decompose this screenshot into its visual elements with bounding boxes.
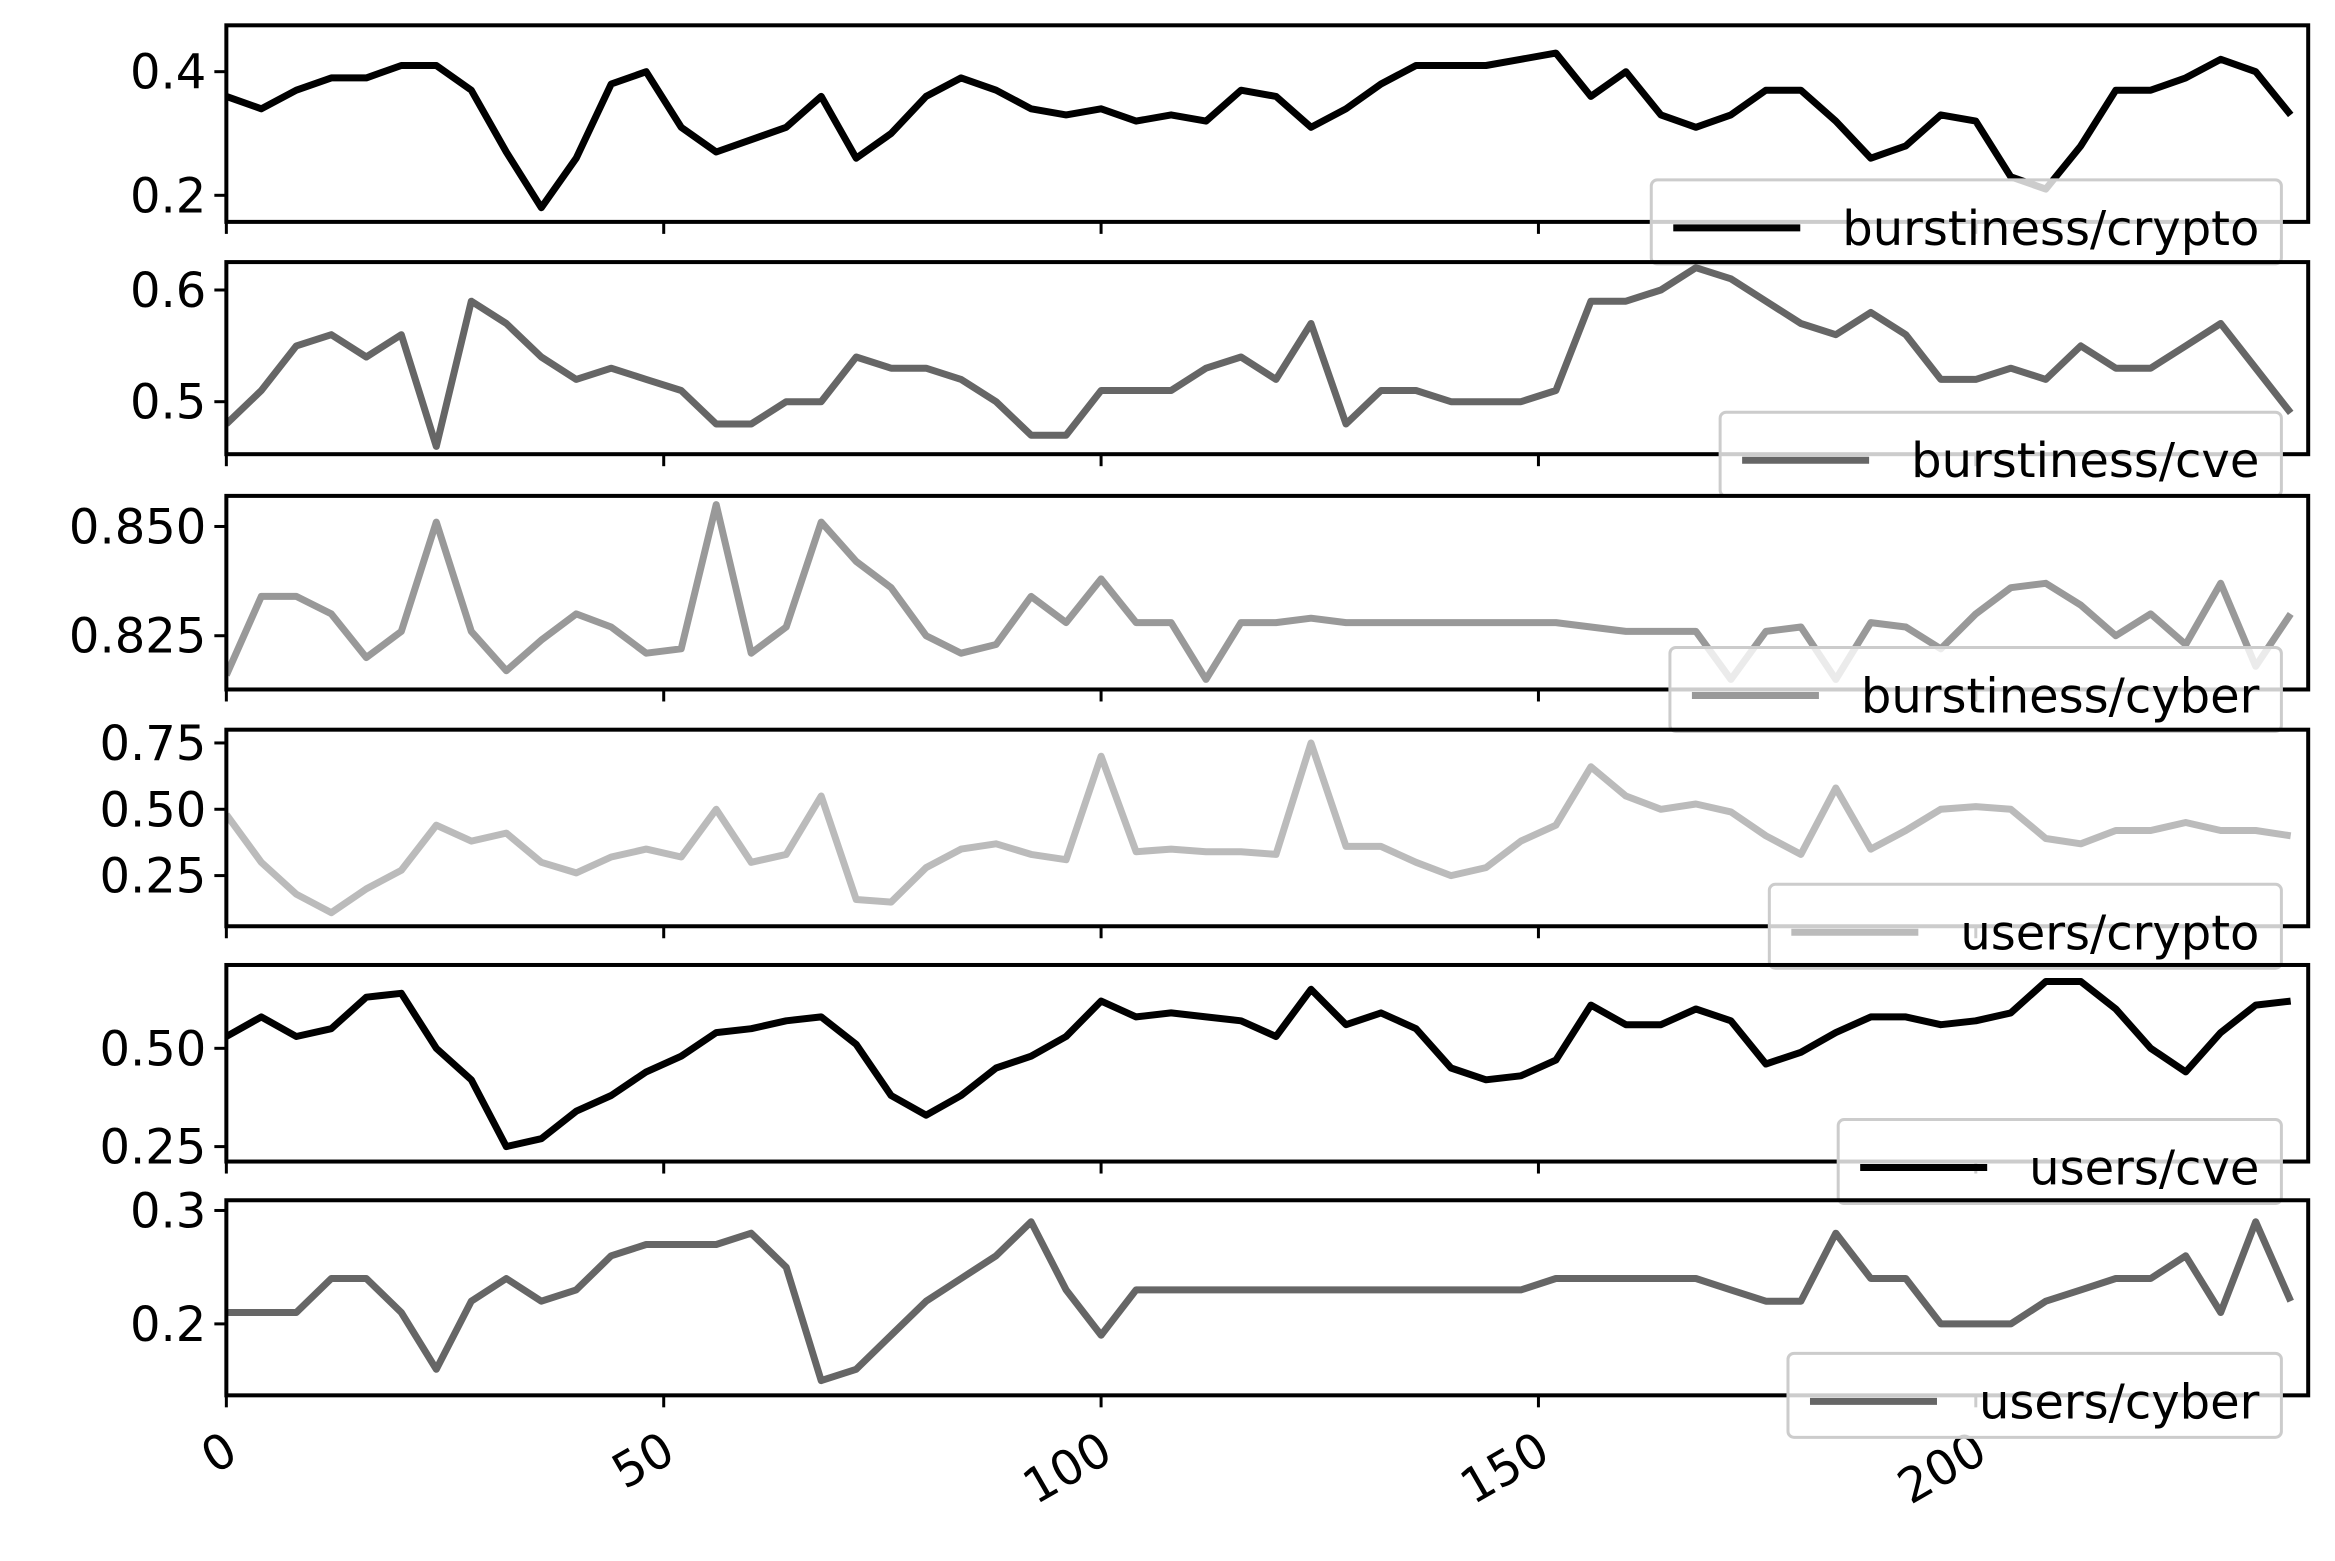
legend-label: burstiness/cyber (1861, 668, 2260, 724)
axes-frame (224, 962, 2311, 1164)
legend-label: users/cve (2029, 1141, 2259, 1197)
y-tick-label: 0.850 (69, 499, 206, 555)
legend: users/cve (1836, 1118, 2283, 1206)
data-line (226, 978, 2292, 1151)
data-line (226, 49, 2294, 212)
axes-frame (224, 260, 2311, 457)
y-tick-label: 0.5 (130, 375, 206, 431)
data-line (226, 264, 2294, 450)
legend: burstiness/crypto (1649, 178, 2283, 266)
y-tick-label: 0.50 (99, 1021, 206, 1077)
data-line (226, 501, 2294, 683)
axes-frame (224, 1198, 2311, 1398)
x-tick-label: 50 (603, 1421, 684, 1500)
legend: users/crypto (1767, 882, 2283, 970)
y-tick-label: 0.25 (99, 1120, 206, 1176)
axes-frame (224, 727, 2311, 929)
y-tick-label: 0.2 (130, 1297, 206, 1353)
legend-box (1836, 1118, 2283, 1206)
x-tick-label: 150 (1451, 1421, 1558, 1515)
legend: users/cyber (1786, 1351, 2283, 1439)
legend-label: users/crypto (1960, 905, 2259, 961)
y-tick-label: 0.3 (130, 1183, 206, 1239)
legend-label: users/cyber (1979, 1374, 2260, 1430)
legend-label: burstiness/cve (1911, 433, 2259, 489)
y-tick-label: 0.50 (99, 782, 206, 838)
y-tick-label: 0.25 (99, 849, 206, 905)
x-tick-label: 100 (1014, 1421, 1121, 1515)
legend-label: burstiness/crypto (1842, 201, 2259, 257)
y-tick-label: 0.4 (130, 45, 206, 101)
data-line (226, 739, 2292, 917)
legend: burstiness/cve (1718, 410, 2283, 498)
data-line (226, 1218, 2294, 1385)
legend-box (1786, 1351, 2283, 1439)
y-tick-label: 0.6 (130, 263, 206, 319)
x-tick-label: 0 (192, 1421, 246, 1485)
axes-frame (224, 23, 2311, 224)
legend-box (1767, 882, 2283, 970)
axes-frame (224, 493, 2311, 692)
y-tick-label: 0.2 (130, 168, 206, 224)
legend: burstiness/cyber (1668, 645, 2283, 733)
y-tick-label: 0.75 (99, 716, 206, 772)
y-tick-label: 0.825 (69, 609, 206, 665)
